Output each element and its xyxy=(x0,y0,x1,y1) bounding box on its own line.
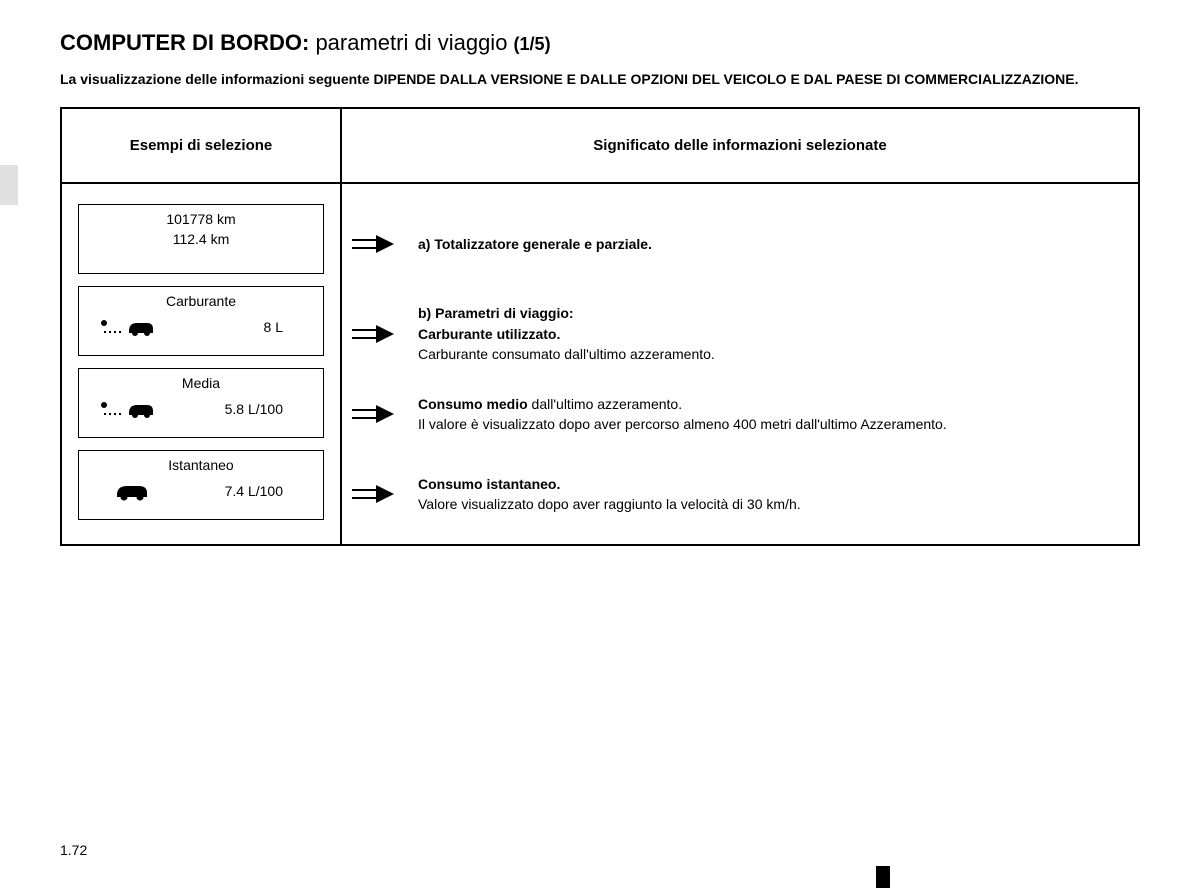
desc-3-t2: Il valore è visualizzato dopo aver perco… xyxy=(418,416,947,432)
desc-row-3: Consumo medio dall'ultimo azzeramento. I… xyxy=(342,374,1128,454)
desc-4: Consumo istantaneo. Valore visualizzato … xyxy=(418,474,1128,515)
right-column: a) Totalizzatore generale e parziale. b)… xyxy=(341,183,1139,545)
title-page-indicator: (1/5) xyxy=(514,34,551,54)
intro-text: La visualizzazione delle informazioni se… xyxy=(60,70,1140,89)
left-column: 101778 km 112.4 km Carburante xyxy=(61,183,341,545)
desc-row-1: a) Totalizzatore generale e parziale. xyxy=(342,194,1128,294)
display-box-average: Media xyxy=(78,368,324,438)
desc-4-text: Valore visualizzato dopo aver raggiunto … xyxy=(418,496,801,512)
car-trip-icon xyxy=(99,399,155,419)
desc-1: a) Totalizzatore generale e parziale. xyxy=(418,234,1128,254)
title-rest: parametri di viaggio xyxy=(309,30,513,55)
odometer-total: 101778 km xyxy=(87,211,315,227)
arrow-icon xyxy=(342,325,402,343)
display-box-odometer: 101778 km 112.4 km xyxy=(78,204,324,274)
header-left: Esempi di selezione xyxy=(61,108,341,183)
odometer-trip: 112.4 km xyxy=(87,231,315,247)
car-icon xyxy=(99,481,155,501)
footer-mark xyxy=(876,866,890,888)
desc-4-bold: Consumo istantaneo. xyxy=(418,476,560,492)
desc-row-2: b) Parametri di viaggio: Carburante util… xyxy=(342,294,1128,374)
desc-1-bold: a) Totalizzatore generale e parziale. xyxy=(418,236,652,252)
desc-3: Consumo medio dall'ultimo azzeramento. I… xyxy=(418,394,1128,435)
header-right: Significato delle informazioni seleziona… xyxy=(341,108,1139,183)
desc-row-4: Consumo istantaneo. Valore visualizzato … xyxy=(342,454,1128,534)
page-number: 1.72 xyxy=(60,842,87,858)
info-table: Esempi di selezione Significato delle in… xyxy=(60,107,1140,546)
instant-value: 7.4 L/100 xyxy=(225,483,303,499)
side-tab xyxy=(0,165,18,205)
desc-3-t1: dall'ultimo azzeramento. xyxy=(528,396,682,412)
desc-2-b2: Carburante utilizzato. xyxy=(418,326,560,342)
display-box-instant: Istantaneo 7.4 L/100 xyxy=(78,450,324,520)
page-title: COMPUTER DI BORDO: parametri di viaggio … xyxy=(60,30,1140,56)
average-title: Media xyxy=(87,375,315,391)
arrow-icon xyxy=(342,485,402,503)
arrow-icon xyxy=(342,405,402,423)
fuel-value: 8 L xyxy=(264,319,303,335)
car-trip-icon xyxy=(99,317,155,337)
fuel-title: Carburante xyxy=(87,293,315,309)
page-content: COMPUTER DI BORDO: parametri di viaggio … xyxy=(0,0,1200,546)
desc-3-bold: Consumo medio xyxy=(418,396,528,412)
desc-2: b) Parametri di viaggio: Carburante util… xyxy=(418,303,1128,364)
desc-2-text: Carburante consumato dall'ultimo azzeram… xyxy=(418,346,715,362)
display-box-fuel: Carburante xyxy=(78,286,324,356)
average-value: 5.8 L/100 xyxy=(225,401,303,417)
arrow-icon xyxy=(342,235,402,253)
desc-2-b1: b) Parametri di viaggio: xyxy=(418,305,574,321)
instant-title: Istantaneo xyxy=(87,457,315,473)
title-bold: COMPUTER DI BORDO: xyxy=(60,30,309,55)
